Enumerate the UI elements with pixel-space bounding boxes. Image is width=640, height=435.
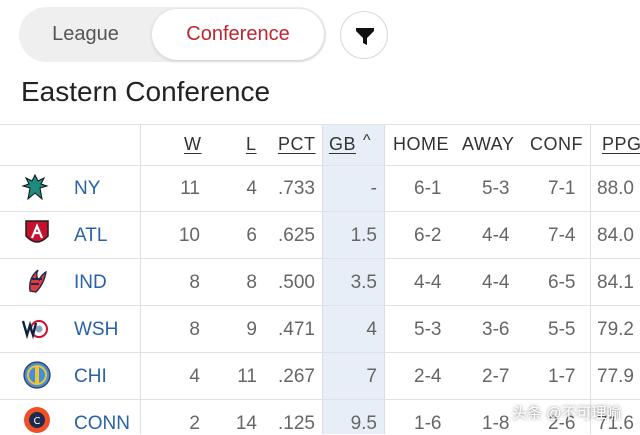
team-link-conn[interactable]: CONN <box>74 413 130 434</box>
ppg-value: 77.9 <box>597 366 634 387</box>
sun-logo-icon: C <box>24 407 50 433</box>
svg-text:C: C <box>34 416 41 427</box>
col-w-header[interactable]: W <box>184 134 202 154</box>
ppg-value: 71.6 <box>597 413 634 434</box>
w-value: 10 <box>178 225 200 246</box>
l-value: 14 <box>235 413 257 434</box>
team-link-ind[interactable]: IND <box>74 272 107 293</box>
ppg-value: 84.0 <box>597 225 634 246</box>
gb-value: - <box>370 178 377 199</box>
ppg-value: 84.1 <box>597 272 634 293</box>
pct-value: .733 <box>278 178 315 199</box>
w-value: 8 <box>189 319 200 340</box>
liberty-logo-icon <box>21 173 49 201</box>
pct-value: .471 <box>278 319 315 340</box>
gb-value: 4 <box>366 319 377 340</box>
home-value: 1-6 <box>414 413 442 434</box>
filter-button[interactable] <box>340 11 388 59</box>
l-value: 8 <box>246 272 257 293</box>
conf-value: 6-5 <box>548 272 576 293</box>
pct-value: .625 <box>278 225 315 246</box>
home-value: 5-3 <box>414 319 442 340</box>
conf-value: 2-6 <box>548 413 576 434</box>
gb-value: 3.5 <box>350 272 377 293</box>
conference-tab[interactable]: Conference <box>152 9 324 60</box>
pct-value: .125 <box>278 413 315 434</box>
gb-sorted-column-highlight <box>322 124 384 434</box>
home-value: 6-1 <box>414 178 442 199</box>
l-value: 4 <box>246 178 257 199</box>
pct-value: .267 <box>278 366 315 387</box>
w-value: 8 <box>189 272 200 293</box>
filter-icon <box>356 28 374 45</box>
home-value: 2-4 <box>414 366 442 387</box>
col-pct-header[interactable]: PCT <box>278 134 316 154</box>
mystics-logo-icon <box>21 320 48 340</box>
home-value: 4-4 <box>414 272 442 293</box>
team-link-ny[interactable]: NY <box>74 178 101 199</box>
col-l-header[interactable]: L <box>246 134 257 154</box>
ppg-value: 79.2 <box>597 319 634 340</box>
league-tab[interactable]: League <box>52 23 119 45</box>
col-gb-header[interactable]: GB <box>329 134 357 154</box>
gb-value: 7 <box>366 366 377 387</box>
page-title: Eastern Conference <box>21 76 271 107</box>
away-value: 5-3 <box>482 178 510 199</box>
away-value: 3-6 <box>482 319 510 340</box>
conf-value: 7-4 <box>548 225 576 246</box>
gb-value: 9.5 <box>350 413 377 434</box>
col-ppg-header[interactable]: PPG <box>602 134 640 154</box>
l-value: 9 <box>246 319 257 340</box>
pct-value: .500 <box>278 272 315 293</box>
team-link-atl[interactable]: ATL <box>74 225 108 246</box>
l-value: 11 <box>237 366 257 387</box>
ppg-value: 88.0 <box>597 178 634 199</box>
sky-logo-icon <box>23 361 51 389</box>
away-value: 2-7 <box>482 366 510 387</box>
dream-logo-icon <box>25 220 49 243</box>
gb-value: 1.5 <box>350 225 377 246</box>
conf-value: 7-1 <box>548 178 576 199</box>
conf-value: 5-5 <box>548 319 576 340</box>
home-value: 6-2 <box>414 225 442 246</box>
sort-ascending-icon: ^ <box>363 132 372 149</box>
view-toggle: League Conference <box>19 7 326 62</box>
fever-logo-icon <box>29 269 47 293</box>
col-away-header: AWAY <box>462 134 515 154</box>
away-value: 1-8 <box>482 413 510 434</box>
away-value: 4-4 <box>482 272 510 293</box>
col-conf-header: CONF <box>530 134 583 154</box>
away-value: 4-4 <box>482 225 510 246</box>
watermark-text: 头条 @不可理喻 <box>512 405 622 422</box>
team-link-wsh[interactable]: WSH <box>74 319 119 340</box>
col-home-header: HOME <box>393 134 449 154</box>
w-value: 2 <box>189 413 200 434</box>
team-link-chi[interactable]: CHI <box>74 366 107 387</box>
l-value: 6 <box>246 225 257 246</box>
w-value: 4 <box>189 366 200 387</box>
w-value: 11 <box>180 178 200 199</box>
conf-value: 1-7 <box>548 366 576 387</box>
